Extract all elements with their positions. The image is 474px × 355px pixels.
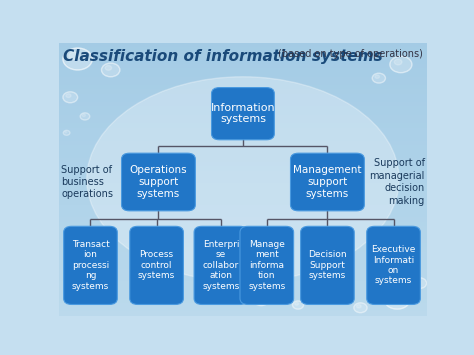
Circle shape (372, 73, 385, 83)
Circle shape (354, 303, 367, 313)
Text: Decision
Support
systems: Decision Support systems (308, 251, 346, 280)
FancyBboxPatch shape (211, 88, 274, 140)
Text: Classification of information systems: Classification of information systems (63, 49, 388, 65)
Ellipse shape (87, 77, 399, 282)
Circle shape (415, 280, 420, 283)
Circle shape (384, 290, 410, 309)
Circle shape (80, 113, 90, 120)
Circle shape (356, 305, 361, 308)
FancyBboxPatch shape (240, 226, 293, 305)
Circle shape (64, 131, 67, 133)
Circle shape (332, 295, 335, 297)
FancyBboxPatch shape (301, 226, 354, 305)
Circle shape (375, 75, 380, 78)
Circle shape (105, 65, 111, 70)
FancyBboxPatch shape (194, 226, 248, 305)
FancyBboxPatch shape (291, 153, 365, 211)
FancyBboxPatch shape (64, 226, 117, 305)
Circle shape (412, 278, 427, 289)
Text: Support of
business
operations: Support of business operations (61, 165, 113, 200)
Circle shape (330, 294, 339, 300)
Circle shape (69, 52, 79, 60)
Circle shape (64, 130, 70, 135)
Text: Manage
ment
informa
tion
systems: Manage ment informa tion systems (248, 240, 285, 291)
Circle shape (390, 293, 399, 300)
Circle shape (82, 114, 85, 116)
Circle shape (253, 294, 269, 306)
Circle shape (63, 92, 78, 103)
Text: Enterpri
se
collabor
ation
systems: Enterpri se collabor ation systems (202, 240, 239, 291)
Text: Transact
ion
processi
ng
systems: Transact ion processi ng systems (72, 240, 109, 291)
Circle shape (256, 296, 262, 300)
Text: Support of
managerial
decision
making: Support of managerial decision making (369, 158, 425, 206)
Text: Process
control
systems: Process control systems (138, 251, 175, 280)
FancyBboxPatch shape (121, 153, 195, 211)
Circle shape (101, 63, 120, 77)
Circle shape (390, 56, 412, 73)
Circle shape (63, 48, 92, 70)
Circle shape (394, 59, 402, 65)
FancyBboxPatch shape (367, 226, 420, 305)
Circle shape (66, 94, 71, 98)
Circle shape (292, 301, 303, 309)
Text: Information
systems: Information systems (210, 103, 275, 125)
FancyBboxPatch shape (130, 226, 183, 305)
Text: Executive
Informati
on
systems: Executive Informati on systems (371, 245, 416, 285)
Text: (based on type of operations): (based on type of operations) (278, 49, 423, 59)
Text: Operations
support
systems: Operations support systems (129, 165, 187, 198)
Circle shape (295, 302, 299, 305)
Text: Management
support
systems: Management support systems (293, 165, 362, 198)
